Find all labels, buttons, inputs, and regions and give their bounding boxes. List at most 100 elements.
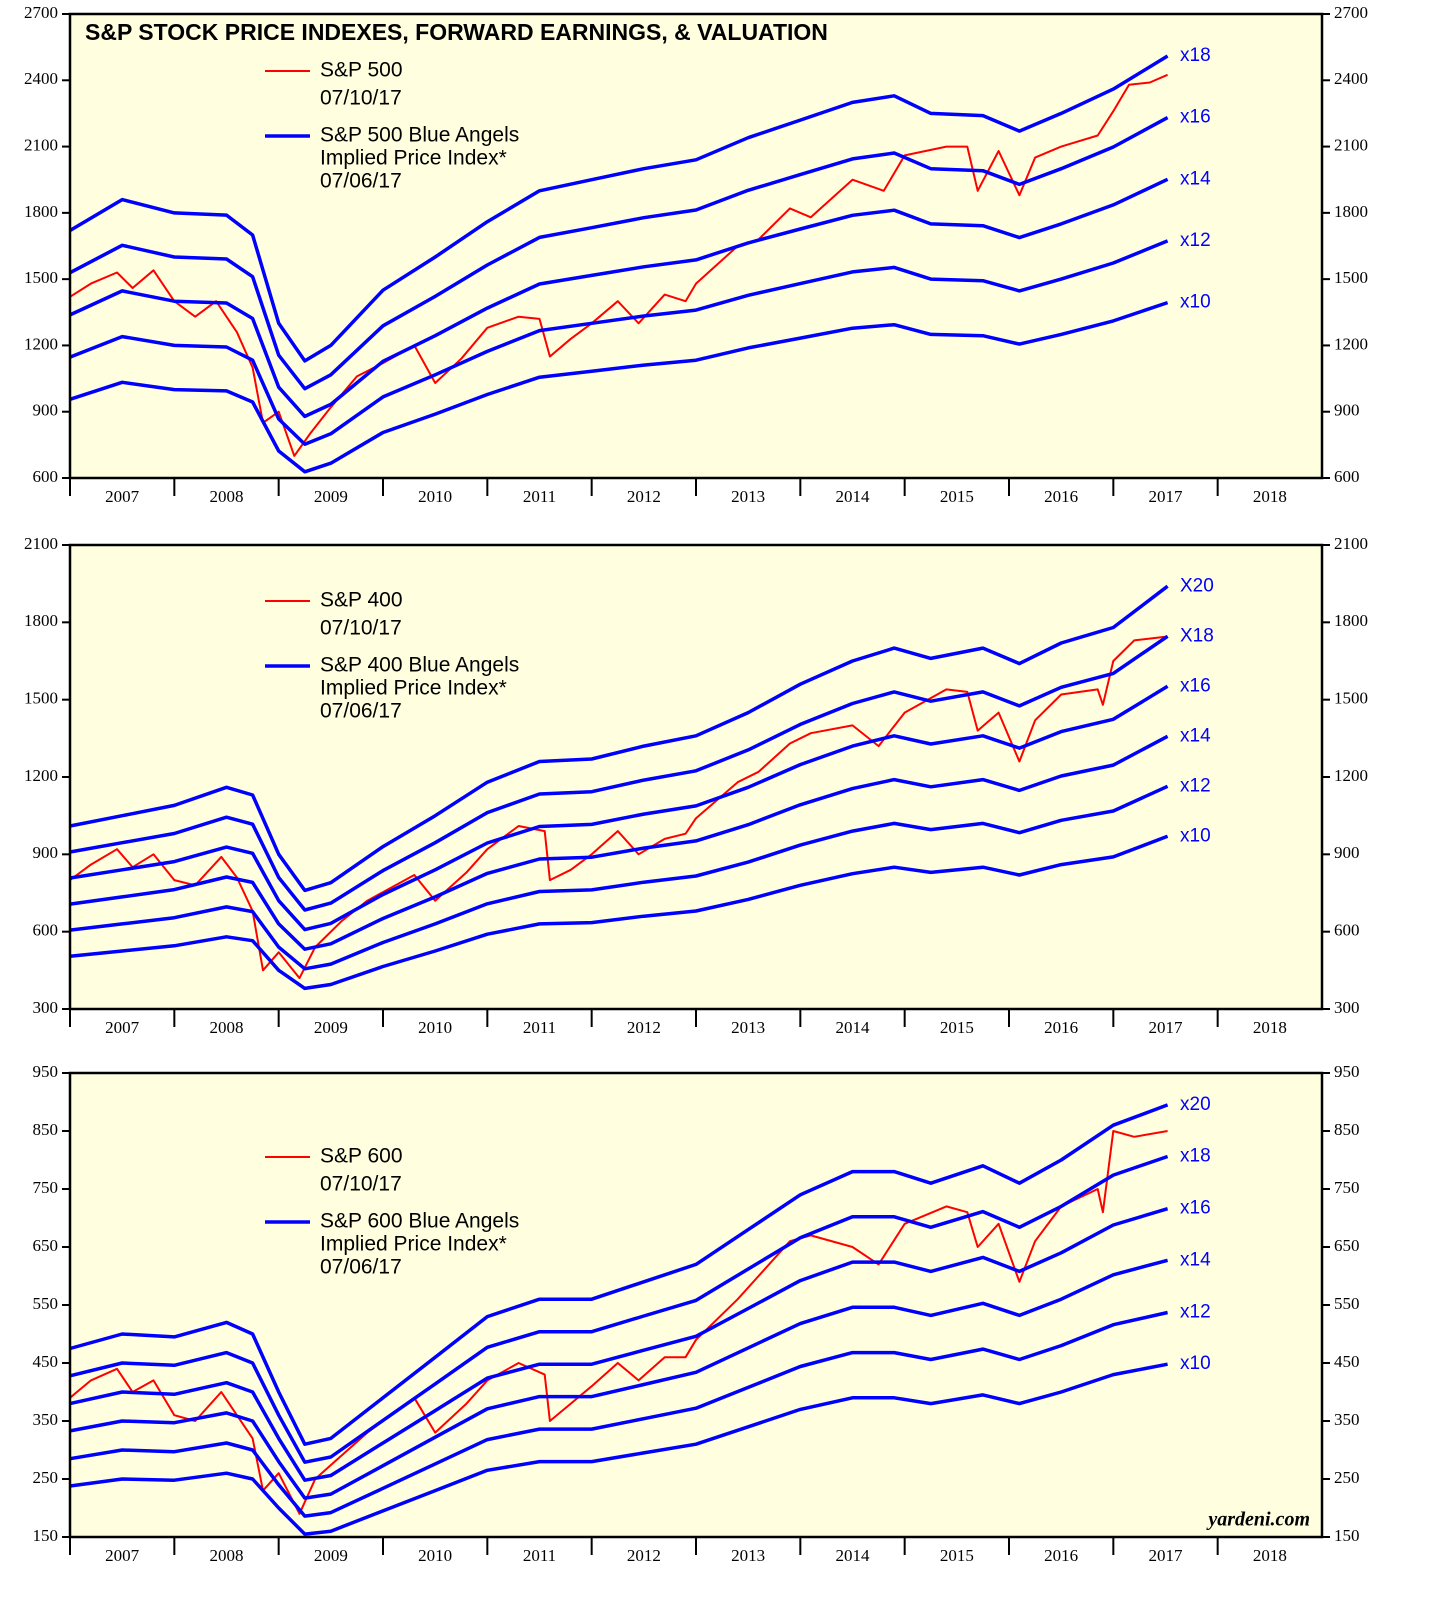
multiple-label: X18: [1180, 625, 1214, 646]
multiple-label: x14: [1180, 1249, 1211, 1270]
y-tick-label-right: 1200: [1334, 334, 1368, 353]
y-tick-label-right: 2100: [1334, 534, 1368, 553]
y-tick-label-right: 750: [1334, 1178, 1360, 1197]
x-tick-label: 2013: [731, 1018, 765, 1037]
series-line: [69, 684, 1169, 932]
x-tick-label: 2010: [418, 1546, 452, 1565]
legend-text: S&P 600 Blue Angels: [320, 1210, 519, 1233]
x-tick-label: 2014: [836, 1018, 871, 1037]
series-line: [69, 1310, 1168, 1518]
y-tick-label-right: 900: [1334, 843, 1360, 862]
series-line: [69, 73, 1168, 457]
y-tick-label: 2700: [24, 3, 58, 22]
x-tick-label: 2011: [523, 1018, 556, 1037]
y-tick-label-right: 450: [1334, 1352, 1360, 1371]
y-tick-label-right: 2100: [1334, 135, 1368, 154]
y-tick-label-right: 900: [1334, 401, 1360, 420]
chart-title: S&P STOCK PRICE INDEXES, FORWARD EARNING…: [85, 19, 828, 45]
x-tick-label: 2016: [1044, 1546, 1078, 1565]
legend-text: S&P 500: [320, 59, 403, 82]
y-tick-label: 950: [33, 1062, 59, 1081]
legend-text: 07/10/17: [320, 87, 402, 110]
x-tick-label: 2008: [210, 1018, 244, 1037]
y-tick-label-right: 550: [1334, 1294, 1360, 1313]
multiple-label: x18: [1180, 45, 1211, 66]
y-tick-label-right: 300: [1334, 998, 1360, 1017]
y-tick-label: 250: [33, 1468, 59, 1487]
y-tick-label: 600: [33, 467, 59, 486]
x-tick-label: 2018: [1253, 1018, 1287, 1037]
y-tick-label-right: 350: [1334, 1410, 1360, 1429]
plot-border: [68, 543, 1324, 1011]
y-tick-label: 900: [33, 401, 59, 420]
multiple-label: X20: [1180, 575, 1214, 596]
legend-text: 07/10/17: [320, 617, 402, 640]
multiple-label: x10: [1180, 292, 1211, 313]
series-line: [69, 734, 1169, 951]
multiple-label: x16: [1180, 107, 1211, 128]
y-tick-label: 900: [33, 843, 59, 862]
series-line: [69, 300, 1169, 474]
y-tick-label: 300: [33, 998, 59, 1017]
multiple-label: x12: [1180, 230, 1211, 251]
y-tick-label-right: 150: [1334, 1526, 1360, 1545]
y-tick-label: 2100: [24, 534, 58, 553]
legend-text: Implied Price Index*: [320, 1233, 507, 1256]
x-tick-label: 2014: [836, 487, 871, 506]
plot-area: [70, 545, 1322, 1009]
y-tick-label-right: 250: [1334, 1468, 1360, 1487]
series-line: [69, 1258, 1169, 1500]
legend-text: S&P 400 Blue Angels: [320, 654, 519, 677]
x-tick-label: 2010: [418, 1018, 452, 1037]
y-tick-label-right: 1500: [1334, 689, 1368, 708]
legend-text: 07/06/17: [320, 700, 402, 723]
legend-text: 07/06/17: [320, 1256, 402, 1279]
x-tick-label: 2012: [627, 487, 661, 506]
y-tick-label-right: 1800: [1334, 202, 1368, 221]
series-line: [69, 239, 1169, 446]
series-line: [69, 584, 1169, 893]
x-tick-label: 2007: [105, 1018, 140, 1037]
multiple-label: x20: [1180, 1094, 1211, 1115]
x-tick-label: 2009: [314, 1018, 348, 1037]
x-tick-label: 2013: [731, 1546, 765, 1565]
multiple-label: x10: [1180, 1353, 1211, 1374]
legend-text: S&P 400: [320, 589, 403, 612]
y-tick-label-right: 1200: [1334, 766, 1368, 785]
y-tick-label-right: 2700: [1334, 3, 1368, 22]
series-line: [69, 784, 1169, 971]
x-tick-label: 2008: [210, 487, 244, 506]
legend-text: S&P 500 Blue Angels: [320, 124, 519, 147]
y-tick-label: 1800: [24, 202, 58, 221]
multiple-label: x12: [1180, 775, 1211, 796]
plot-border: [68, 12, 1324, 480]
y-tick-label-right: 600: [1334, 467, 1360, 486]
multiple-label: x12: [1180, 1302, 1211, 1323]
y-tick-label: 1500: [24, 689, 58, 708]
x-tick-label: 2013: [731, 487, 765, 506]
y-tick-label: 1800: [24, 611, 58, 630]
multiple-label: x10: [1180, 825, 1211, 846]
y-tick-label: 600: [33, 921, 59, 940]
x-tick-label: 2008: [210, 1546, 244, 1565]
legend-text: 07/10/17: [320, 1173, 402, 1196]
legend-text: Implied Price Index*: [320, 147, 507, 170]
y-tick-label: 450: [33, 1352, 59, 1371]
footer: yardeni.com: [1206, 1509, 1310, 1531]
series-line: [69, 116, 1169, 391]
x-tick-label: 2016: [1044, 487, 1078, 506]
multiple-label: x14: [1180, 725, 1211, 746]
x-tick-label: 2007: [105, 1546, 140, 1565]
y-tick-label-right: 850: [1334, 1120, 1360, 1139]
legend-text: 07/06/17: [320, 170, 402, 193]
series-line: [69, 1207, 1169, 1482]
x-tick-label: 2015: [940, 1018, 974, 1037]
x-tick-label: 2016: [1044, 1018, 1078, 1037]
y-tick-label: 850: [33, 1120, 59, 1139]
multiple-label: x16: [1180, 675, 1211, 696]
y-tick-label: 550: [33, 1294, 59, 1313]
plot-border: [68, 1071, 1324, 1539]
y-tick-label: 350: [33, 1410, 59, 1429]
y-tick-label: 750: [33, 1178, 59, 1197]
